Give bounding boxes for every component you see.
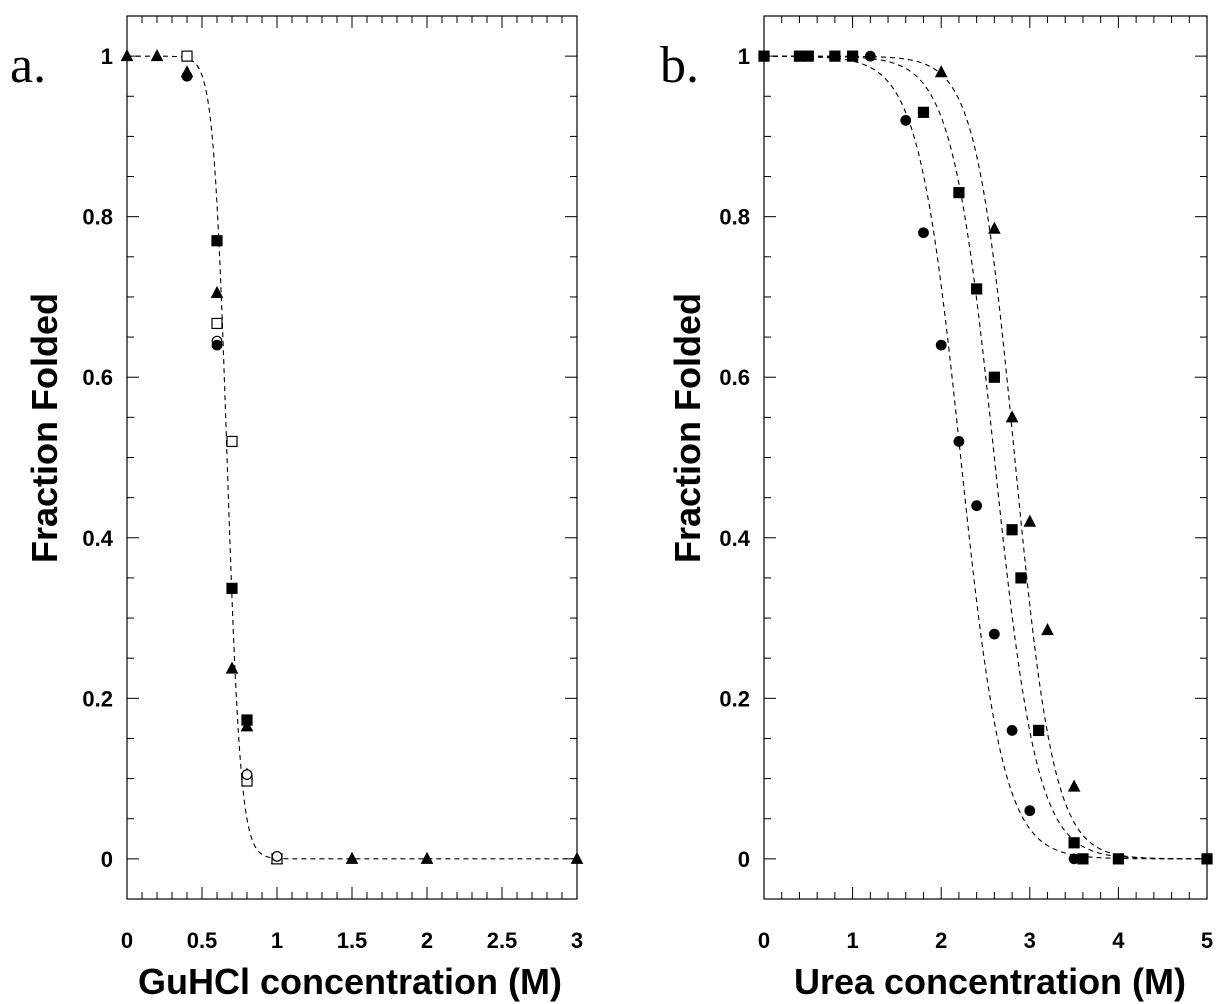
panel-b-point-filled-square xyxy=(1033,724,1045,737)
panel-b-point-filled-triangle xyxy=(934,65,948,78)
panel-b-point-filled-square xyxy=(802,50,814,62)
panel-a: a. 0 0.5 1 1.5 2 2.5 3 0 0.2 0.4 0.6 0.8 1 GuHCl co… xyxy=(10,15,584,1002)
panel-b-x-tick-label: 5 xyxy=(1201,928,1213,953)
panel-a-point-open-circle xyxy=(271,851,283,862)
panel-a-point-filled-triangle xyxy=(225,661,239,674)
panel-b-point-filled-triangle xyxy=(1005,410,1019,423)
panel-b-point-filled-square xyxy=(1201,853,1213,865)
panel-b-point-filled-square xyxy=(988,371,1000,383)
panel-a-point-filled-square xyxy=(226,582,238,594)
panel-a-point-filled-square xyxy=(241,714,253,726)
panel-b-point-filled-square xyxy=(1077,853,1089,865)
panel-b-axes xyxy=(763,15,1208,900)
panel-a-point-filled-square xyxy=(211,235,223,247)
panel-a-point-filled-triangle xyxy=(240,719,254,732)
panel-a-point-open-square xyxy=(181,50,193,62)
panel-a-y-tick-label: 0 xyxy=(101,847,113,872)
panel-b-point-filled-circle xyxy=(1006,725,1018,736)
panel-b-point-filled-circle xyxy=(935,339,947,351)
panel-b-point-filled-square xyxy=(758,50,770,62)
panel-b-x-tick-label: 0 xyxy=(758,928,770,953)
panel-b-point-filled-circle xyxy=(864,50,876,62)
panel-a-data-points xyxy=(120,49,584,865)
panel-a-y-tick-labels: 0 0.2 0.4 0.6 0.8 1 xyxy=(82,44,113,872)
panel-b-label: b. xyxy=(660,37,699,94)
panel-b-y-tick-label: 0.4 xyxy=(719,526,750,551)
panel-a-y-tick-label: 0.8 xyxy=(82,205,113,230)
panel-b-point-filled-circle xyxy=(900,114,912,126)
panel-a-point-open-square xyxy=(226,435,238,448)
panel-b-y-tick-label: 0.6 xyxy=(719,365,750,390)
panel-a-fit-curve-1 xyxy=(127,55,577,860)
panel-b-point-filled-square xyxy=(1006,524,1018,536)
panel-b-point-filled-square xyxy=(1112,853,1125,865)
panel-b-point-filled-triangle xyxy=(1023,514,1037,527)
panel-b-y-tick-label: 0 xyxy=(738,847,750,872)
panel-a-point-filled-circle xyxy=(211,339,223,351)
panel-b-point-filled-square xyxy=(829,50,841,62)
panel-b-point-filled-triangle xyxy=(1041,623,1054,636)
panel-b-y-tick-label: 1 xyxy=(738,44,750,69)
panel-b-point-filled-square xyxy=(953,187,965,199)
panel-b-x-tick-label: 3 xyxy=(1024,928,1036,953)
panel-b: b. 0 1 2 3 4 5 0 0.2 0.4 0.6 0.8 1 Urea concentrat… xyxy=(660,15,1213,1002)
panel-a-point-open-square xyxy=(211,317,223,330)
panel-a-x-axis-title: GuHCl concentration (M) xyxy=(138,961,562,1002)
panel-b-point-filled-triangle xyxy=(1067,779,1081,792)
panel-a-point-filled-triangle xyxy=(345,851,359,864)
panel-a-x-tick-label: 2 xyxy=(421,928,433,953)
panel-b-x-tick-label: 1 xyxy=(846,928,858,953)
panel-b-fit-curve-2 xyxy=(764,55,1208,860)
panel-a-y-tick-label: 0.6 xyxy=(82,365,113,390)
panel-a-x-tick-label: 3 xyxy=(571,928,583,953)
panel-b-point-filled-square xyxy=(917,106,930,118)
panel-b-fit-curve-1 xyxy=(763,55,1207,860)
panel-b-y-tick-labels: 0 0.2 0.4 0.6 0.8 1 xyxy=(719,44,750,872)
panel-b-point-filled-circle xyxy=(988,628,1000,640)
panel-a-x-tick-label: 0.5 xyxy=(187,928,218,953)
panel-a-plot-frame xyxy=(126,15,578,900)
panel-b-point-filled-circle xyxy=(953,436,965,447)
panel-b-point-filled-square xyxy=(846,50,859,62)
panel-a-label: a. xyxy=(10,37,46,94)
panel-a-point-open-circle xyxy=(241,769,253,780)
panel-b-y-tick-label: 0.8 xyxy=(719,205,750,230)
panel-a-point-filled-triangle xyxy=(210,285,224,298)
panel-a-fit-curves xyxy=(127,55,577,860)
panel-a-y-tick-label: 0.4 xyxy=(82,526,113,551)
panel-a-point-filled-triangle xyxy=(150,49,164,62)
panel-b-point-filled-square xyxy=(1068,837,1080,849)
panel-b-y-tick-label: 0.2 xyxy=(719,686,750,711)
panel-a-point-filled-circle xyxy=(181,70,193,82)
panel-a-point-filled-triangle xyxy=(420,851,434,864)
panel-b-data-points xyxy=(758,50,1213,865)
panel-a-y-tick-label: 1 xyxy=(101,44,113,69)
panel-a-x-tick-label: 1.5 xyxy=(337,928,368,953)
panel-b-point-filled-circle xyxy=(1024,805,1036,817)
panel-a-x-tick-label: 0 xyxy=(121,928,133,953)
panel-b-x-tick-label: 4 xyxy=(1112,928,1125,953)
panel-b-x-axis-title: Urea concentration (M) xyxy=(794,961,1186,1002)
panel-b-point-filled-square xyxy=(971,283,983,295)
panel-b-x-tick-labels: 0 1 2 3 4 5 xyxy=(758,928,1213,953)
panel-b-fit-curves xyxy=(763,55,1208,860)
panel-a-x-tick-label: 2.5 xyxy=(487,928,518,953)
panel-a-point-filled-triangle xyxy=(120,49,134,62)
panel-a-x-tick-label: 1 xyxy=(271,928,283,953)
panel-b-fit-curve-3 xyxy=(764,55,1207,860)
panel-a-axes xyxy=(126,15,578,900)
panel-b-x-tick-label: 2 xyxy=(935,928,947,953)
panel-a-x-tick-labels: 0 0.5 1 1.5 2 2.5 3 xyxy=(121,928,583,953)
panel-b-point-filled-circle xyxy=(971,500,983,512)
panel-b-plot-frame xyxy=(763,15,1208,900)
panel-b-y-axis-title: Fraction Folded xyxy=(667,293,708,563)
panel-a-point-filled-triangle xyxy=(570,851,584,864)
panel-a-y-axis-title: Fraction Folded xyxy=(24,293,65,563)
panel-a-y-tick-label: 0.2 xyxy=(82,686,113,711)
panel-b-point-filled-circle xyxy=(918,227,929,239)
panel-b-point-filled-triangle xyxy=(988,221,1001,234)
panel-b-point-filled-square xyxy=(1015,572,1027,584)
